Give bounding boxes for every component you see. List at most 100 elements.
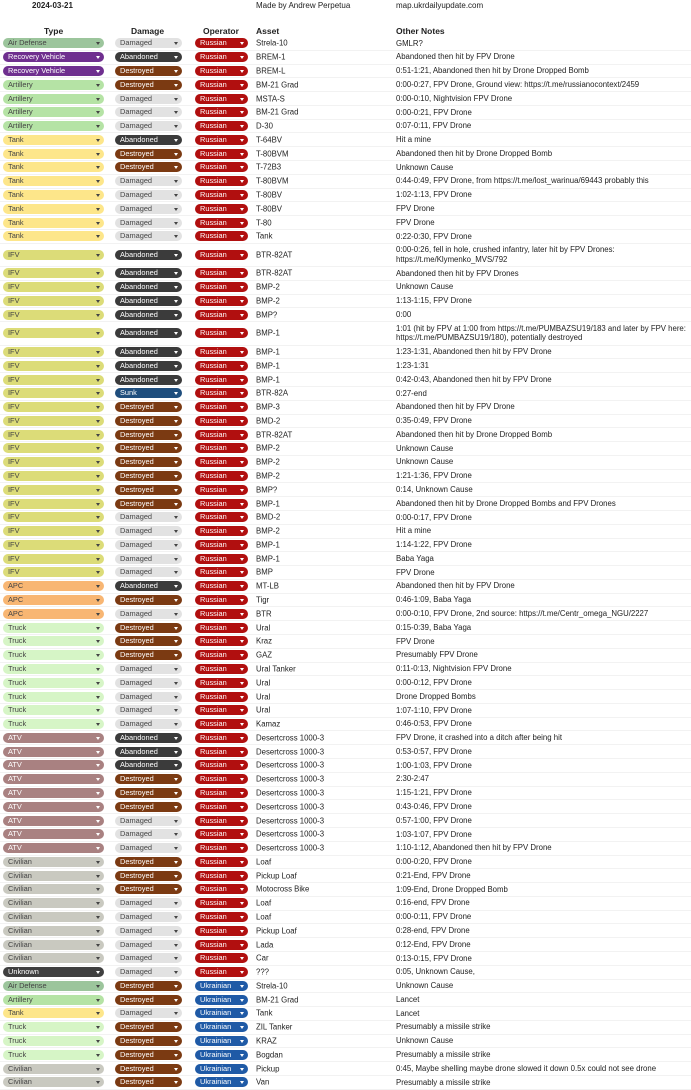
operator-dropdown[interactable]: Russian bbox=[195, 691, 248, 702]
type-dropdown[interactable]: ATV bbox=[3, 774, 104, 785]
type-dropdown[interactable]: IFV bbox=[3, 282, 104, 293]
damage-dropdown[interactable]: Damaged bbox=[115, 677, 182, 688]
type-dropdown[interactable]: Truck bbox=[3, 1049, 104, 1060]
type-dropdown[interactable]: Civilian bbox=[3, 912, 104, 923]
operator-dropdown[interactable]: Ukrainian bbox=[195, 980, 248, 991]
operator-dropdown[interactable]: Ukrainian bbox=[195, 1063, 248, 1074]
damage-dropdown[interactable]: Damaged bbox=[115, 953, 182, 964]
type-dropdown[interactable]: Civilian bbox=[3, 925, 104, 936]
operator-dropdown[interactable]: Russian bbox=[195, 898, 248, 909]
type-dropdown[interactable]: APC bbox=[3, 595, 104, 606]
damage-dropdown[interactable]: Destroyed bbox=[115, 79, 182, 90]
type-dropdown[interactable]: IFV bbox=[3, 498, 104, 509]
operator-dropdown[interactable]: Russian bbox=[195, 650, 248, 661]
damage-dropdown[interactable]: Damaged bbox=[115, 1008, 182, 1019]
operator-dropdown[interactable]: Russian bbox=[195, 746, 248, 757]
operator-dropdown[interactable]: Russian bbox=[195, 134, 248, 145]
type-dropdown[interactable]: Tank bbox=[3, 217, 104, 228]
type-dropdown[interactable]: IFV bbox=[3, 553, 104, 564]
operator-dropdown[interactable]: Russian bbox=[195, 829, 248, 840]
type-dropdown[interactable]: APC bbox=[3, 608, 104, 619]
type-dropdown[interactable]: Civilian bbox=[3, 870, 104, 881]
damage-dropdown[interactable]: Damaged bbox=[115, 967, 182, 978]
damage-dropdown[interactable]: Damaged bbox=[115, 189, 182, 200]
type-dropdown[interactable]: Recovery Vehicle bbox=[3, 52, 104, 63]
damage-dropdown[interactable]: Damaged bbox=[115, 608, 182, 619]
operator-dropdown[interactable]: Russian bbox=[195, 189, 248, 200]
damage-dropdown[interactable]: Damaged bbox=[115, 231, 182, 242]
damage-dropdown[interactable]: Destroyed bbox=[115, 856, 182, 867]
damage-dropdown[interactable]: Destroyed bbox=[115, 870, 182, 881]
operator-dropdown[interactable]: Russian bbox=[195, 843, 248, 854]
operator-dropdown[interactable]: Ukrainian bbox=[195, 1049, 248, 1060]
type-dropdown[interactable]: IFV bbox=[3, 360, 104, 371]
operator-dropdown[interactable]: Russian bbox=[195, 636, 248, 647]
operator-dropdown[interactable]: Russian bbox=[195, 38, 248, 49]
operator-dropdown[interactable]: Russian bbox=[195, 663, 248, 674]
type-dropdown[interactable]: IFV bbox=[3, 512, 104, 523]
type-dropdown[interactable]: Tank bbox=[3, 189, 104, 200]
damage-dropdown[interactable]: Destroyed bbox=[115, 622, 182, 633]
type-dropdown[interactable]: IFV bbox=[3, 309, 104, 320]
operator-dropdown[interactable]: Russian bbox=[195, 774, 248, 785]
operator-dropdown[interactable]: Russian bbox=[195, 388, 248, 399]
operator-dropdown[interactable]: Russian bbox=[195, 526, 248, 537]
damage-dropdown[interactable]: Destroyed bbox=[115, 650, 182, 661]
damage-dropdown[interactable]: Destroyed bbox=[115, 774, 182, 785]
damage-dropdown[interactable]: Destroyed bbox=[115, 636, 182, 647]
damage-dropdown[interactable]: Damaged bbox=[115, 912, 182, 923]
type-dropdown[interactable]: Civilian bbox=[3, 953, 104, 964]
type-dropdown[interactable]: Truck bbox=[3, 622, 104, 633]
damage-dropdown[interactable]: Destroyed bbox=[115, 402, 182, 413]
operator-dropdown[interactable]: Russian bbox=[195, 268, 248, 279]
damage-dropdown[interactable]: Destroyed bbox=[115, 484, 182, 495]
operator-dropdown[interactable]: Russian bbox=[195, 567, 248, 578]
operator-dropdown[interactable]: Russian bbox=[195, 939, 248, 950]
damage-dropdown[interactable]: Damaged bbox=[115, 815, 182, 826]
type-dropdown[interactable]: Tank bbox=[3, 176, 104, 187]
damage-dropdown[interactable]: Sunk bbox=[115, 388, 182, 399]
operator-dropdown[interactable]: Russian bbox=[195, 953, 248, 964]
operator-dropdown[interactable]: Russian bbox=[195, 65, 248, 76]
type-dropdown[interactable]: IFV bbox=[3, 415, 104, 426]
operator-dropdown[interactable]: Russian bbox=[195, 162, 248, 173]
type-dropdown[interactable]: Artillery bbox=[3, 121, 104, 132]
damage-dropdown[interactable]: Destroyed bbox=[115, 801, 182, 812]
operator-dropdown[interactable]: Russian bbox=[195, 107, 248, 118]
operator-dropdown[interactable]: Russian bbox=[195, 677, 248, 688]
type-dropdown[interactable]: IFV bbox=[3, 296, 104, 307]
operator-dropdown[interactable]: Russian bbox=[195, 595, 248, 606]
type-dropdown[interactable]: ATV bbox=[3, 815, 104, 826]
operator-dropdown[interactable]: Russian bbox=[195, 402, 248, 413]
type-dropdown[interactable]: Artillery bbox=[3, 107, 104, 118]
type-dropdown[interactable]: Tank bbox=[3, 162, 104, 173]
damage-dropdown[interactable]: Destroyed bbox=[115, 65, 182, 76]
type-dropdown[interactable]: IFV bbox=[3, 484, 104, 495]
damage-dropdown[interactable]: Destroyed bbox=[115, 980, 182, 991]
type-dropdown[interactable]: Civilian bbox=[3, 939, 104, 950]
damage-dropdown[interactable]: Destroyed bbox=[115, 162, 182, 173]
type-dropdown[interactable]: Artillery bbox=[3, 93, 104, 104]
operator-dropdown[interactable]: Russian bbox=[195, 249, 248, 260]
operator-dropdown[interactable]: Russian bbox=[195, 360, 248, 371]
type-dropdown[interactable]: APC bbox=[3, 581, 104, 592]
type-dropdown[interactable]: ATV bbox=[3, 787, 104, 798]
damage-dropdown[interactable]: Destroyed bbox=[115, 443, 182, 454]
damage-dropdown[interactable]: Damaged bbox=[115, 663, 182, 674]
operator-dropdown[interactable]: Russian bbox=[195, 443, 248, 454]
damage-dropdown[interactable]: Abandoned bbox=[115, 760, 182, 771]
damage-dropdown[interactable]: Destroyed bbox=[115, 457, 182, 468]
type-dropdown[interactable]: ATV bbox=[3, 801, 104, 812]
operator-dropdown[interactable]: Russian bbox=[195, 622, 248, 633]
operator-dropdown[interactable]: Russian bbox=[195, 176, 248, 187]
operator-dropdown[interactable]: Russian bbox=[195, 539, 248, 550]
operator-dropdown[interactable]: Russian bbox=[195, 608, 248, 619]
type-dropdown[interactable]: Truck bbox=[3, 705, 104, 716]
operator-dropdown[interactable]: Ukrainian bbox=[195, 994, 248, 1005]
type-dropdown[interactable]: ATV bbox=[3, 746, 104, 757]
type-dropdown[interactable]: IFV bbox=[3, 471, 104, 482]
operator-dropdown[interactable]: Russian bbox=[195, 328, 248, 339]
type-dropdown[interactable]: Truck bbox=[3, 677, 104, 688]
type-dropdown[interactable]: Unknown bbox=[3, 967, 104, 978]
type-dropdown[interactable]: Civilian bbox=[3, 884, 104, 895]
